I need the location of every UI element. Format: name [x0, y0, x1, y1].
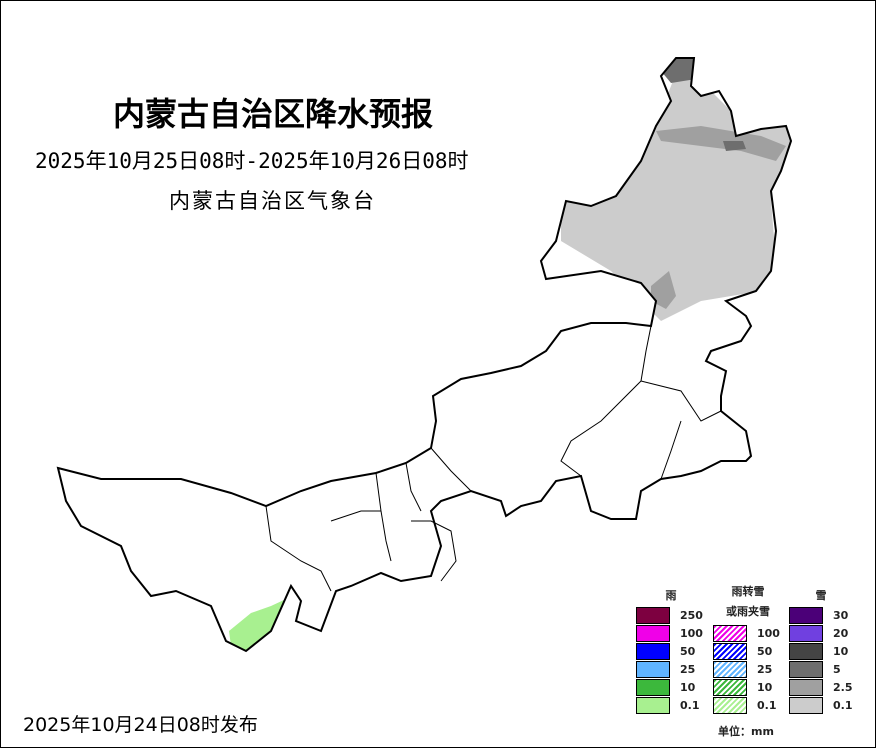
legend-swatch-rain: [636, 679, 670, 696]
legend-swatch-rain: [636, 661, 670, 678]
legend-value-rain: 100: [680, 627, 703, 640]
forecast-period: 2025年10月25日08时-2025年10月26日08时: [35, 149, 469, 173]
legend-swatch-snow: [789, 661, 823, 678]
map-title: 内蒙古自治区降水预报: [113, 95, 434, 133]
issue-time: 2025年10月24日08时发布: [23, 714, 258, 736]
legend-value-snow: 30: [833, 609, 849, 622]
legend-value-mix: 10: [757, 681, 773, 694]
legend-swatch-rain: [636, 625, 670, 642]
legend-value-snow: 10: [833, 645, 849, 658]
legend-value-mix: 100: [757, 627, 780, 640]
legend-value-rain: 50: [680, 645, 696, 658]
snow-area-south: [651, 271, 676, 309]
legend-swatch-mix: [713, 661, 747, 678]
legend-swatch-snow: [789, 607, 823, 624]
legend-rain-header: 雨: [665, 589, 677, 602]
legend-value-snow: 0.1: [833, 699, 853, 712]
legend-mix-header-2: 或雨夹雪: [726, 605, 770, 618]
league-boundaries: [265, 300, 722, 592]
legend-swatch-mix: [713, 643, 747, 660]
legend-swatch-rain: [636, 607, 670, 624]
legend-value-rain: 10: [680, 681, 696, 694]
legend-value-rain: 250: [680, 609, 703, 622]
legend-value-snow: 20: [833, 627, 849, 640]
rain-area-w: [101, 544, 116, 553]
legend-swatch-snow: [789, 625, 823, 642]
legend-value-mix: 25: [757, 663, 773, 676]
legend-swatch-mix: [713, 679, 747, 696]
issuer: 内蒙古自治区气象台: [169, 189, 376, 213]
legend-swatch-snow: [789, 643, 823, 660]
snow-area-dark: [723, 141, 746, 151]
legend-swatch-rain: [636, 697, 670, 714]
region-outline: [56, 57, 793, 653]
legend-swatch-rain: [636, 643, 670, 660]
legend-value-mix: 0.1: [757, 699, 777, 712]
legend-value-mix: 50: [757, 645, 773, 658]
legend-value-rain: 25: [680, 663, 696, 676]
snow-area-light: [561, 61, 791, 321]
legend-value-snow: 2.5: [833, 681, 853, 694]
legend-swatch-snow: [789, 679, 823, 696]
legend-snow-header: 雪: [815, 589, 827, 602]
legend-unit: 单位：mm: [718, 725, 774, 738]
legend: 雨 雨转雪 或雨夹雪 雪 250 100 50 25 10 0.1 100 50 25 10 0.1…: [621, 581, 871, 741]
legend-mix-header: 雨转雪: [731, 585, 765, 598]
legend-value-snow: 5: [833, 663, 841, 676]
legend-swatch-snow: [789, 697, 823, 714]
legend-swatch-mix: [713, 625, 747, 642]
snow-area-medium: [656, 126, 786, 161]
legend-value-rain: 0.1: [680, 699, 700, 712]
legend-swatch-mix: [713, 697, 747, 714]
